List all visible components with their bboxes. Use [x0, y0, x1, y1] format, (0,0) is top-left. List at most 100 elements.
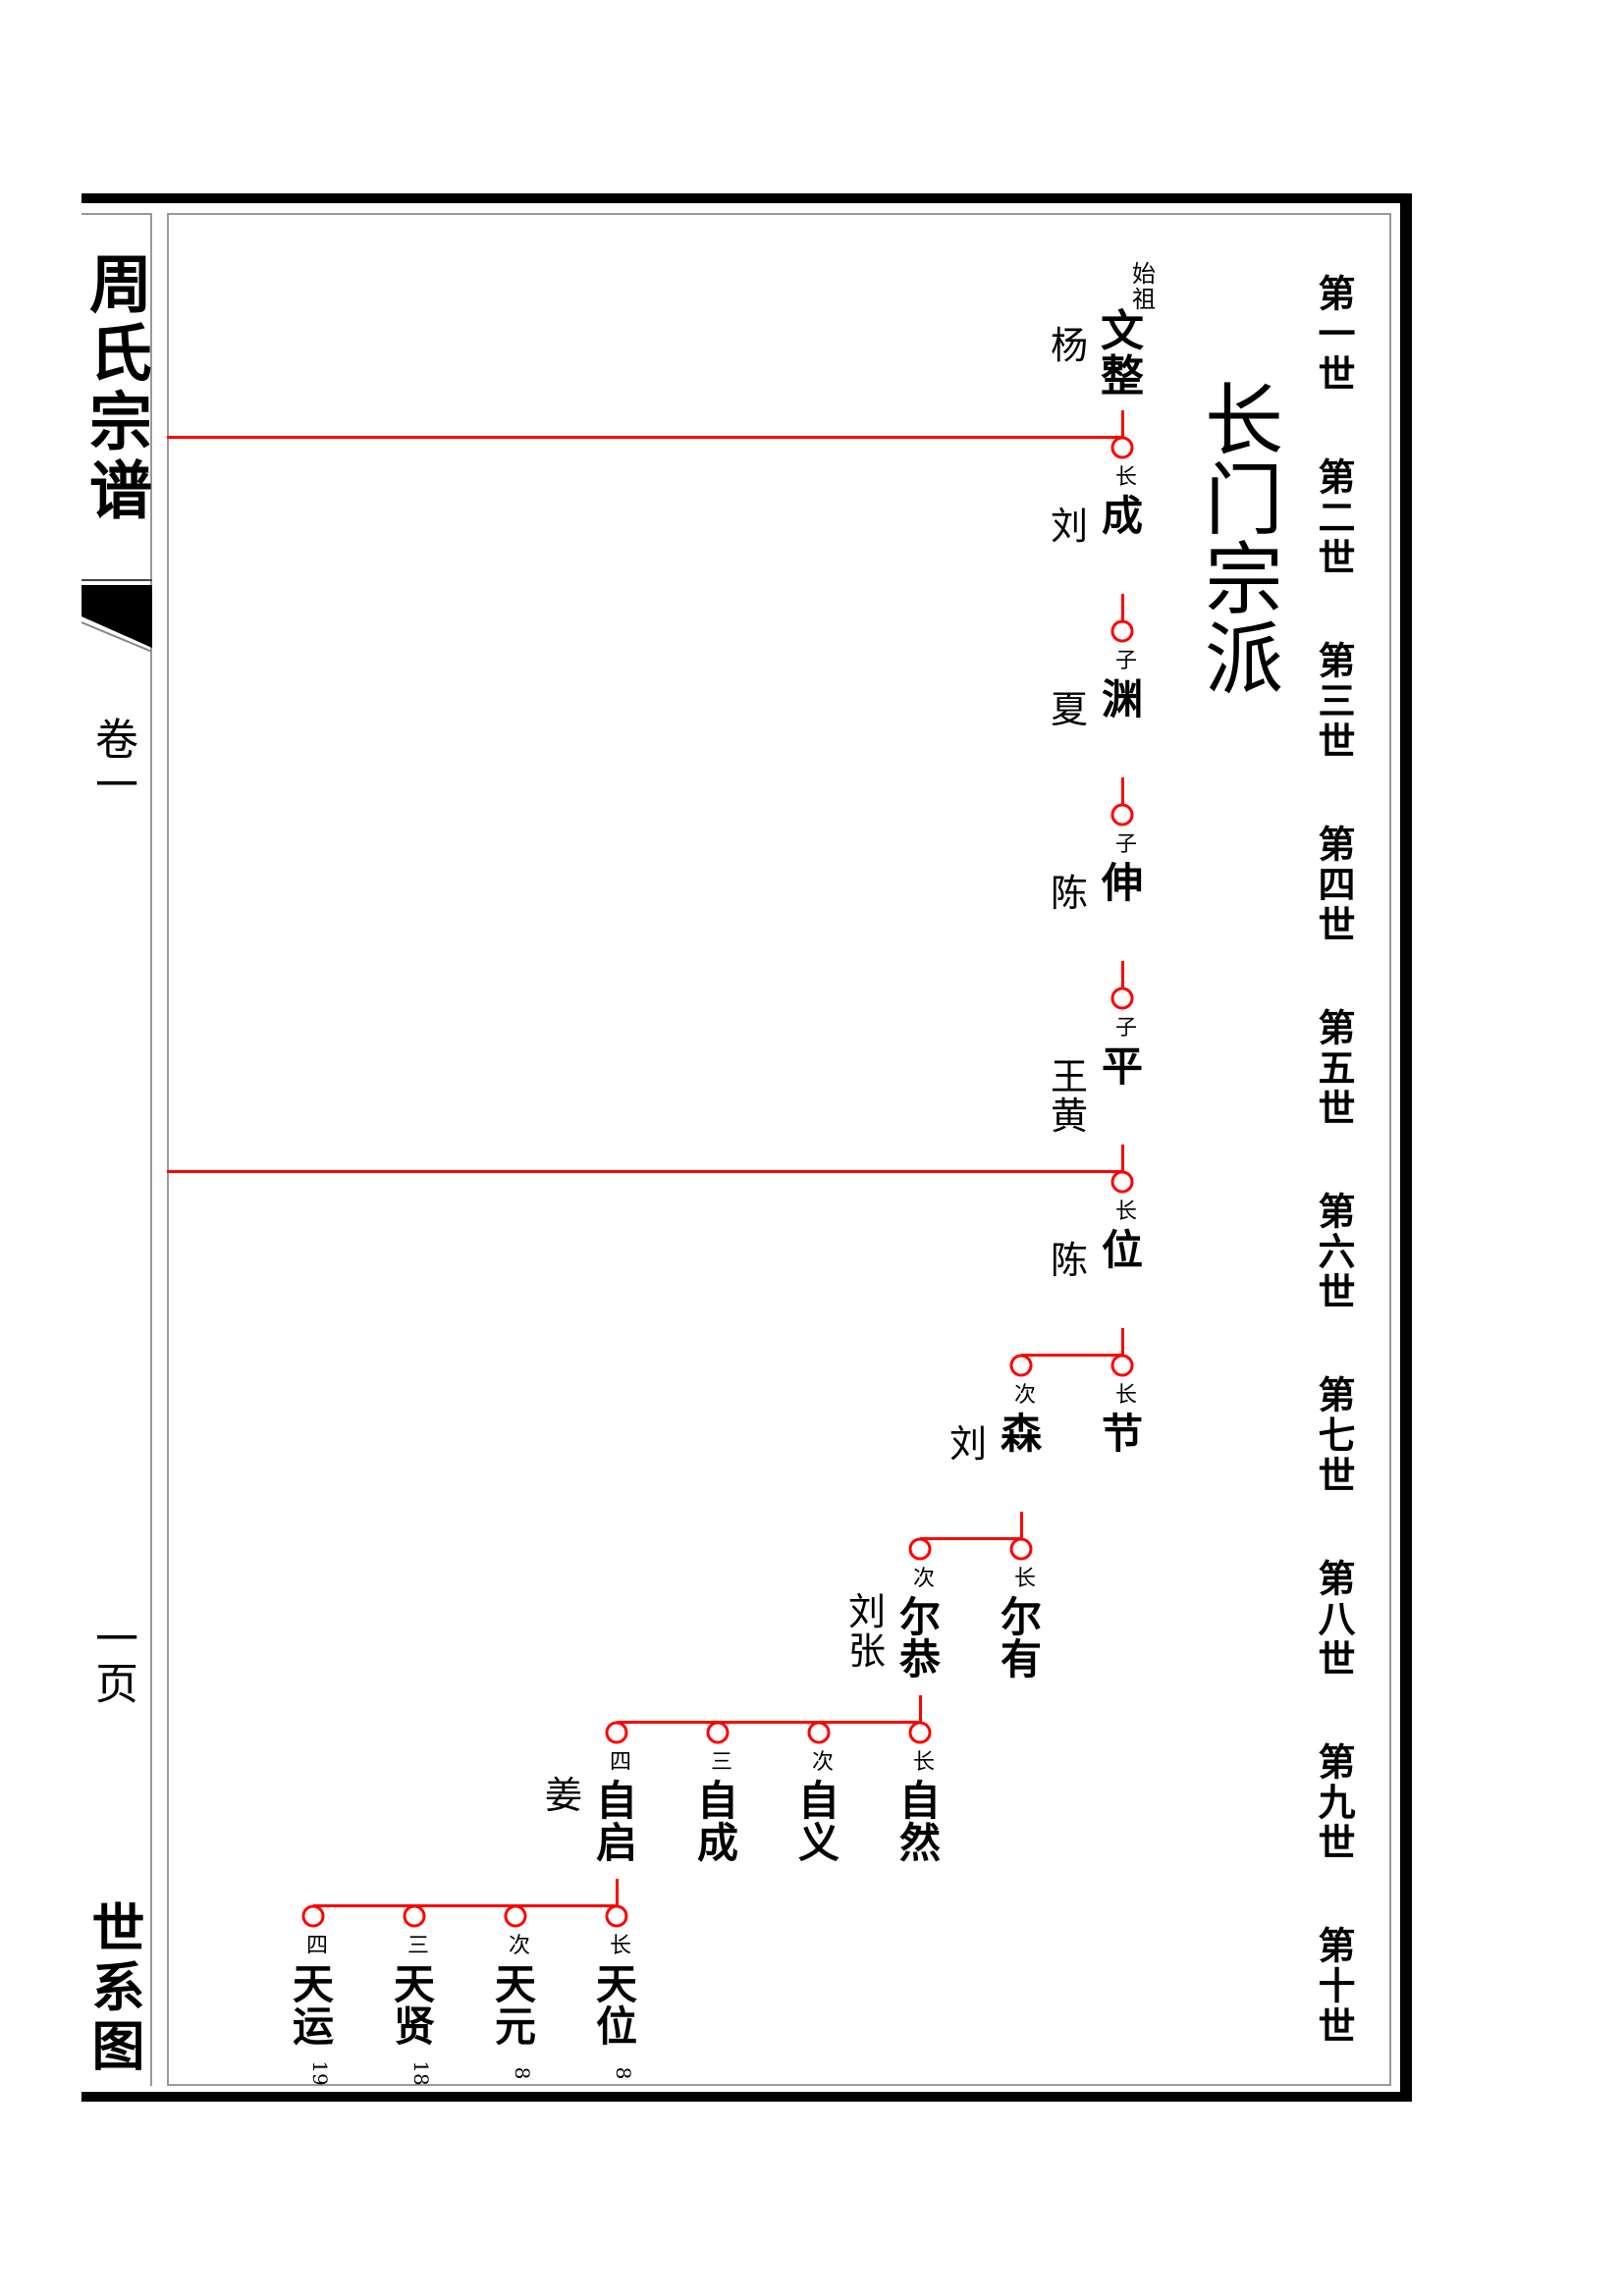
birth-rank-label: 长: [1114, 465, 1138, 490]
parent-connector-line: [1120, 777, 1124, 805]
generation-label: 第三世: [1312, 641, 1356, 762]
person-name-char: 天: [494, 1960, 537, 2008]
parent-connector-line: [1120, 594, 1124, 621]
person-marker-circle: [706, 1721, 730, 1744]
frame-top-border: [81, 193, 1410, 203]
person-name-char: 天: [595, 1960, 638, 2008]
spouse-name-char: 刘: [847, 1590, 887, 1633]
person-name-char: 森: [1000, 1410, 1043, 1458]
person-name-char: 渊: [1101, 675, 1144, 723]
person-name-char: 平: [1101, 1042, 1144, 1091]
spouse-name-char: 陈: [1050, 1239, 1089, 1282]
parent-connector-line: [1019, 1512, 1023, 1539]
root-title-char: 始: [1132, 260, 1156, 288]
person-name-char: 成: [1101, 492, 1144, 540]
person-name-char: 然: [898, 1819, 942, 1867]
volume-label: 卷一: [87, 717, 137, 807]
chart-area-border: [167, 213, 1391, 2086]
person-marker-circle: [301, 1904, 325, 1928]
fishtail-mark: [81, 579, 152, 652]
birth-rank-label: 子: [1114, 832, 1138, 857]
person-name-char: 启: [595, 1819, 638, 1867]
birth-rank-label: 次: [811, 1750, 835, 1775]
person-name-char: 自: [898, 1777, 942, 1825]
page-number: 一页: [87, 1616, 137, 1706]
person-name-char: 元: [494, 2002, 537, 2051]
person-marker-circle: [1110, 803, 1134, 827]
person-name-char: 有: [1000, 1635, 1043, 1683]
person-name-char: 自: [595, 1777, 638, 1825]
person-marker-circle: [403, 1904, 426, 1928]
birth-rank-label: 次: [912, 1567, 936, 1591]
birth-rank-label: 长: [1114, 1383, 1138, 1408]
spouse-name-char: 夏: [1050, 688, 1089, 731]
parent-connector-line: [918, 1695, 922, 1723]
birth-rank-label: 三: [710, 1750, 733, 1775]
person-name-char: 尔: [898, 1593, 942, 1641]
person-name-char: 位: [595, 2002, 638, 2051]
side-strip: [81, 213, 152, 2086]
spouse-name-char: 刘: [948, 1422, 988, 1466]
sibling-bar-line: [920, 1537, 1022, 1540]
birth-rank-label: 长: [1114, 1200, 1138, 1224]
parent-connector-line: [1120, 961, 1124, 988]
birth-rank-label: 次: [1013, 1383, 1037, 1408]
person-name-char: 义: [797, 1819, 840, 1867]
spouse-name-char: 黄: [1050, 1095, 1089, 1138]
parent-connector-line: [1120, 410, 1124, 438]
generation-label: 第十世: [1312, 1926, 1356, 2047]
spouse-name-char: 杨: [1050, 324, 1089, 367]
root-title-char: 祖: [1132, 286, 1156, 313]
person-name-char: 天: [292, 1960, 335, 2008]
person-marker-circle: [605, 1904, 628, 1928]
spouse-name-char: 张: [847, 1629, 887, 1673]
person-marker-circle: [1110, 436, 1134, 459]
generation-label: 第六世: [1312, 1192, 1356, 1312]
person-name-char: 位: [1101, 1226, 1144, 1274]
person-name-char: 天: [393, 1960, 436, 2008]
branch-title: 长门宗派: [1192, 379, 1283, 697]
person-marker-circle: [1009, 1354, 1033, 1377]
person-name-char: 成: [696, 1819, 739, 1867]
birth-rank-label: 长: [1013, 1567, 1037, 1591]
person-name-char: 恭: [898, 1635, 942, 1683]
person-name-char: 尔: [1000, 1593, 1043, 1641]
generation-label: 第一世: [1312, 274, 1356, 395]
person-marker-circle: [1110, 987, 1134, 1010]
person-note-number: 8: [511, 2066, 534, 2080]
parent-connector-line: [1120, 1145, 1124, 1172]
birth-rank-label: 四: [609, 1750, 632, 1775]
birth-rank-label: 四: [305, 1934, 329, 1958]
person-name-char: 运: [292, 2002, 335, 2051]
sibling-bar-line: [617, 1721, 921, 1724]
generation-label: 第八世: [1312, 1559, 1356, 1680]
sibling-bar-line: [1021, 1354, 1123, 1357]
birth-rank-label: 次: [508, 1934, 531, 1958]
sibling-bar-line: [313, 1904, 618, 1907]
birth-rank-label: 子: [1114, 649, 1138, 673]
lineage-continuation-line: [167, 1170, 1122, 1173]
spouse-name-char: 陈: [1050, 872, 1089, 915]
person-note-number: 19: [308, 2060, 332, 2086]
spouse-name-char: 王: [1050, 1055, 1089, 1098]
parent-connector-line: [1120, 1328, 1124, 1356]
person-marker-circle: [908, 1721, 932, 1744]
person-name-char: 文: [1101, 306, 1144, 356]
person-name-char: 贤: [393, 2002, 436, 2051]
generation-label: 第二世: [1312, 457, 1356, 578]
generation-label: 第九世: [1312, 1742, 1356, 1863]
person-name-char: 伸: [1101, 859, 1144, 907]
person-marker-circle: [605, 1721, 628, 1744]
spouse-name-char: 姜: [544, 1774, 583, 1817]
person-marker-circle: [807, 1721, 831, 1744]
generation-label: 第七世: [1312, 1375, 1356, 1496]
person-marker-circle: [1009, 1537, 1033, 1561]
person-note-number: 8: [612, 2066, 635, 2080]
person-name-char: 自: [797, 1777, 840, 1825]
person-name-char: 自: [696, 1777, 739, 1825]
birth-rank-label: 子: [1114, 1016, 1138, 1041]
person-note-number: 18: [409, 2060, 433, 2086]
person-marker-circle: [908, 1537, 932, 1561]
person-marker-circle: [504, 1904, 527, 1928]
birth-rank-label: 长: [912, 1750, 936, 1775]
